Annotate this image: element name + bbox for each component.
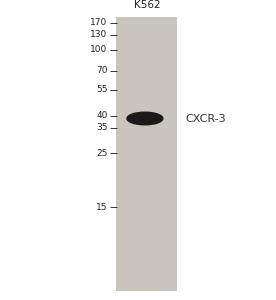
Text: 40: 40 <box>96 111 108 120</box>
Text: 100: 100 <box>91 45 108 54</box>
Text: 70: 70 <box>96 66 108 75</box>
Text: 170: 170 <box>91 18 108 27</box>
Text: K562: K562 <box>134 0 161 10</box>
Text: CXCR-3: CXCR-3 <box>185 113 225 124</box>
Text: 15: 15 <box>96 202 108 211</box>
Text: 25: 25 <box>96 148 108 158</box>
Text: 130: 130 <box>91 30 108 39</box>
Bar <box>116 16 177 291</box>
Text: 55: 55 <box>96 85 108 94</box>
Text: 35: 35 <box>96 123 108 132</box>
Ellipse shape <box>127 112 163 125</box>
